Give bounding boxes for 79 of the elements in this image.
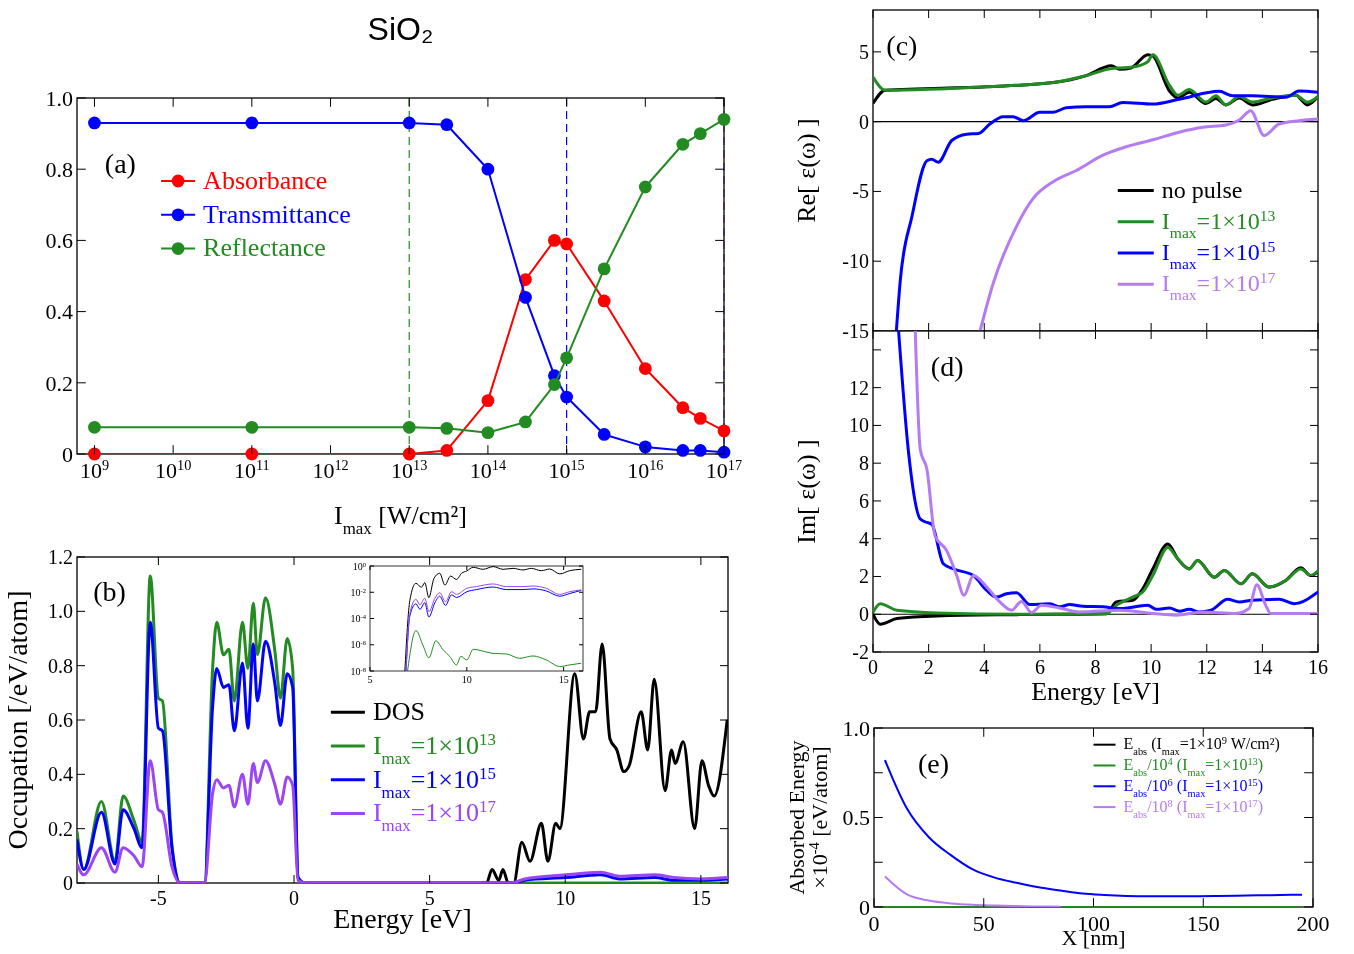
x-tick-label: -5 (150, 887, 167, 909)
y-axis-title: Re[ ε(ω) ] (792, 118, 821, 223)
y-tick-label: -10 (842, 250, 869, 273)
y-tick-label: -15 (842, 320, 869, 342)
y-tick-label: 0 (859, 603, 869, 626)
y-tick-label: 10$^{-2}$ (350, 586, 366, 598)
y-tick-label: -2 (852, 641, 869, 663)
legend-label: Absorbance (203, 165, 328, 195)
y-tick-label: 4 (859, 527, 869, 550)
legend-label: Transmittance (203, 199, 351, 229)
x-tick-label: 10$^{9}$ (79, 457, 110, 483)
y-tick-label: 10$^{-6}$ (350, 638, 367, 651)
y-tick-label: 0.2 (45, 370, 73, 396)
y-tick-label: 10$^{-4}$ (350, 612, 367, 624)
legend-label: DOS (372, 697, 425, 726)
text: E$_{abs}$/10$^{4}$ (I$_{max}$=1×10$^{13}$) (1123, 755, 1264, 778)
y-axis-title: Im[ ε(ω) ] (792, 439, 821, 544)
legend-label: E$_{abs}$ (I$_{max}$=1×10$^{9}$ W/cm²) (1123, 734, 1280, 757)
x-tick-label: 10$^{17}$ (705, 457, 743, 483)
x-tick-label: 10$^{12}$ (312, 457, 349, 483)
x-tick-label: 10$^{15}$ (548, 457, 585, 483)
annotation: (e) (917, 747, 949, 779)
x-tick-label: 0 (289, 887, 299, 909)
x-tick-label: 6 (1034, 656, 1045, 678)
text: E$_{abs}$/10$^{6}$ (I$_{max}$=1×10$^{15}$) (1123, 776, 1264, 799)
x-tick-label: 200 (1296, 911, 1330, 936)
x-tick-label: 10$^{13}$ (391, 457, 428, 483)
x-tick-label: 2 (923, 656, 934, 678)
y-tick-label: 1.0 (45, 85, 73, 111)
y-tick-label: 5 (859, 40, 869, 63)
x-tick-label: 14 (1252, 656, 1273, 678)
annotation: (b) (93, 576, 126, 608)
y-tick-label: 12 (849, 376, 869, 399)
annotation: (c) (886, 29, 918, 61)
x-tick-label: 10$^{10}$ (155, 457, 192, 483)
y-tick-label: 1.2 (48, 546, 73, 568)
x-tick-label: 5 (424, 887, 435, 909)
x-tick-label: 16 (1308, 656, 1328, 678)
y-tick-label: 1.0 (48, 600, 73, 623)
y-tick-label: 0.5 (842, 805, 870, 831)
x-tick-label: 10 (1141, 656, 1162, 678)
y-tick-label: 0 (63, 872, 73, 894)
x-tick-label: 10$^{11}$ (233, 457, 270, 483)
y-tick-label: 6 (859, 489, 869, 512)
annotation: (a) (104, 147, 136, 179)
x-tick-label: 10$^{14}$ (469, 457, 507, 483)
x-tick-label: 8 (1090, 656, 1101, 678)
y-tick-label: 0.4 (48, 763, 73, 786)
y-tick-label: 0 (62, 441, 73, 467)
y-tick-label: -5 (852, 180, 869, 203)
y-tick-label: 10 (849, 414, 869, 437)
x-tick-label: 15 (690, 887, 711, 909)
y-tick-label: 0.4 (45, 299, 73, 325)
x-axis-title: Energy [eV] (1031, 677, 1160, 706)
x-tick-label: 10 (555, 887, 576, 909)
x-tick-label: 12 (1196, 656, 1217, 678)
annotation: (d) (930, 350, 964, 382)
x-tick-label: 4 (979, 656, 990, 678)
legend-label: no pulse (1161, 176, 1243, 203)
chart-title: SiO₂ (367, 11, 434, 47)
y-tick-label: 0.8 (48, 654, 73, 677)
y-tick-label: 0.2 (48, 817, 73, 840)
y-tick-label: 2 (859, 565, 869, 588)
x-tick-label: 50 (972, 911, 995, 936)
x-axis-title: I$_{max}$ [W/cm²] (334, 501, 467, 538)
x-tick-label: 10 (461, 674, 472, 685)
y-tick-label: 0.8 (45, 156, 73, 182)
y-axis-title: Occupation [/eV/atom] (2, 590, 33, 850)
y-tick-label: 10$^{-8}$ (350, 665, 366, 677)
y-tick-label: 10$^{0}$ (352, 560, 366, 572)
x-tick-label: 10$^{16}$ (627, 457, 664, 483)
y-tick-label: 0.6 (48, 709, 73, 731)
text: E$_{abs}$/10$^{8}$ (I$_{max}$=1×10$^{17}$) (1123, 797, 1264, 820)
y-tick-label: 0 (859, 110, 869, 133)
x-tick-label: 150 (1186, 911, 1220, 936)
y-tick-label: 0.6 (45, 228, 73, 254)
x-tick-label: 15 (558, 674, 569, 685)
legend-label: Reflectance (203, 233, 326, 263)
y-tick-label: 1.0 (842, 715, 870, 741)
